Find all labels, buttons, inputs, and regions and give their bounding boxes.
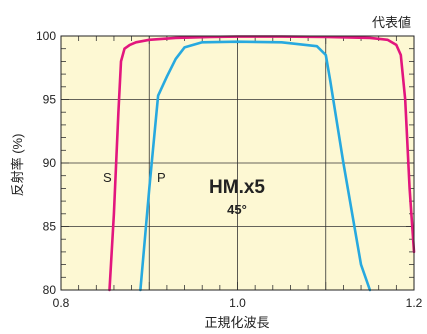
- x-axis-label: 正規化波長: [204, 315, 269, 330]
- y-tick-label: 90: [43, 156, 57, 170]
- product-label: HM.x5: [209, 177, 265, 198]
- corner-note: 代表値: [372, 15, 411, 30]
- y-tick-label: 80: [43, 283, 57, 297]
- series-lines: [108, 35, 416, 292]
- y-axis-label: 反射率 (%): [10, 134, 25, 197]
- x-tick-label: 0.8: [53, 296, 70, 310]
- x-tick-label: 1.0: [229, 296, 246, 310]
- series-label-s: S: [103, 170, 112, 185]
- tick-labels: 0.8 1.0 1.2 80 85 90 95 100: [36, 29, 423, 310]
- x-tick-label: 1.2: [406, 296, 423, 310]
- y-tick-label: 95: [43, 93, 57, 107]
- series-label-p: P: [157, 170, 166, 185]
- angle-label: 45°: [227, 202, 247, 217]
- series-line-p: [139, 40, 372, 292]
- y-tick-label: 85: [43, 220, 57, 234]
- plot-frame: [60, 35, 415, 291]
- y-tick-label: 100: [36, 29, 56, 43]
- series-line-s: [108, 35, 416, 292]
